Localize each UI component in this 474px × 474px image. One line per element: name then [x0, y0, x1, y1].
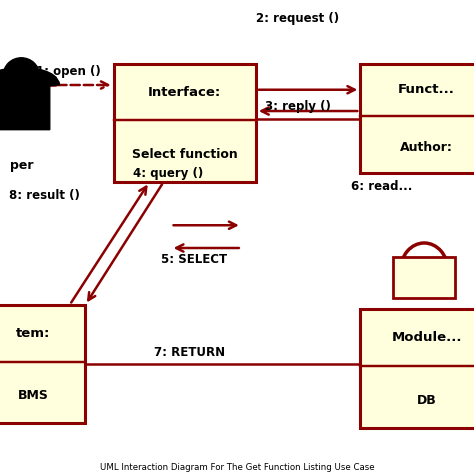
Text: Author:: Author:: [400, 141, 453, 154]
Circle shape: [3, 58, 39, 92]
Text: Funct...: Funct...: [398, 83, 455, 96]
Text: Module...: Module...: [392, 331, 462, 344]
Text: 8: result (): 8: result (): [9, 190, 81, 202]
Text: BMS: BMS: [18, 389, 49, 402]
Text: tem:: tem:: [16, 327, 50, 340]
Text: DB: DB: [417, 393, 437, 407]
Bar: [393, 256, 455, 298]
Text: Interface:: Interface:: [148, 86, 221, 99]
Text: per: per: [9, 159, 33, 172]
Bar: [114, 64, 256, 182]
Bar: [0, 305, 85, 423]
Text: 7: RETURN: 7: RETURN: [154, 346, 225, 359]
Text: 5: SELECT: 5: SELECT: [161, 253, 228, 266]
Text: 3: reply (): 3: reply (): [265, 100, 331, 113]
Polygon shape: [0, 86, 50, 130]
Bar: [360, 64, 474, 173]
Text: 1: open (): 1: open (): [36, 65, 100, 78]
Text: 2: request (): 2: request (): [256, 12, 339, 25]
Text: UML Interaction Diagram For The Get Function Listing Use Case: UML Interaction Diagram For The Get Func…: [100, 463, 374, 472]
Text: 4: query (): 4: query (): [133, 167, 203, 180]
Bar: [360, 310, 474, 428]
Text: Select function: Select function: [132, 148, 238, 161]
Text: 6: read...: 6: read...: [351, 181, 412, 193]
